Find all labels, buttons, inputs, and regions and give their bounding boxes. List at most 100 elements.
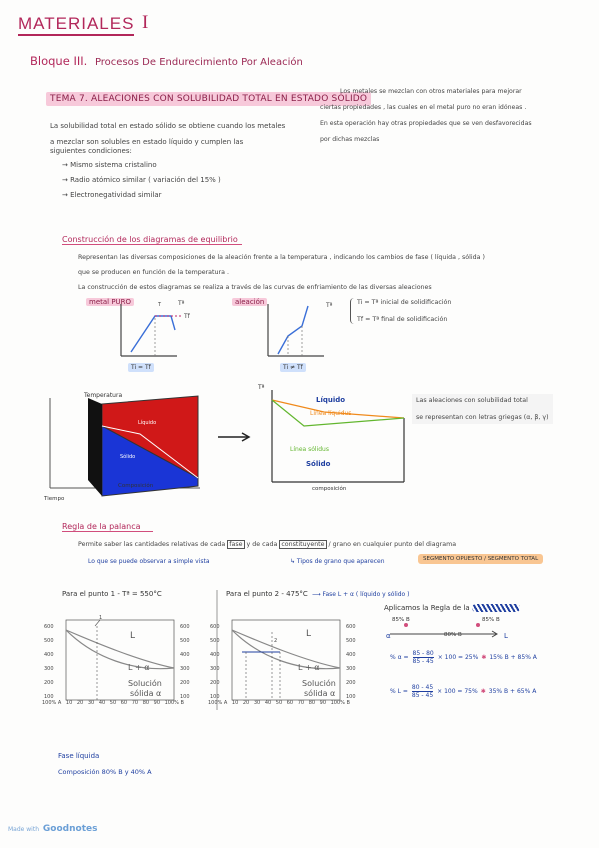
palanca-line: Permite saber las cantidades relativas d…	[78, 540, 457, 549]
ti-tf-definitions: Ti = Tª inicial de solidificación Tf = T…	[350, 298, 451, 324]
svg-text:400: 400	[180, 652, 190, 658]
phase-3d-diagram	[49, 395, 200, 497]
region-solida: sólida α	[130, 688, 161, 698]
divider-line	[216, 590, 218, 710]
phase-diagram-sketch	[271, 390, 405, 483]
intro-line: a mezclar son solubles en estado líquido…	[50, 138, 244, 146]
svg-text:600: 600	[210, 624, 220, 630]
construccion-line: Representan las diversas composiciones d…	[78, 254, 485, 261]
tf-definition: Tf = Tª final de solidificación	[357, 316, 448, 323]
metal-puro-label: metal PURO	[86, 298, 135, 306]
y-tick: 200	[44, 680, 54, 686]
svg-text:L: L	[306, 629, 311, 639]
punto2-title: Para el punto 2 - 475°C ⟶ Fase L + α ( l…	[226, 590, 410, 598]
axis-t-label: Tª	[258, 384, 265, 391]
diagram-solidus-label: Línea sólidus	[290, 446, 329, 453]
intro-text: La solubilidad total en estado sólido se…	[50, 122, 285, 200]
svg-text:300: 300	[210, 666, 220, 672]
svg-text:200: 200	[346, 680, 356, 686]
word-fase: fase	[227, 540, 245, 549]
svg-text:sólida α: sólida α	[304, 688, 335, 698]
title-text: MATERIALES	[18, 14, 135, 36]
y-tick: 300	[44, 666, 54, 672]
side-note: Los metales se mezclan con otros materia…	[320, 88, 532, 144]
pure-t-label: Tª	[178, 300, 185, 307]
segmento-box: SEGMENTO OPUESTO / SEGMENTO TOTAL	[418, 554, 544, 564]
diagram-liquido-label: Líquido	[316, 396, 346, 404]
greek-letters-note: Las aleaciones con solubilidad total se …	[412, 394, 553, 424]
simple-view-note: Lo que se puede observar a simple vista	[88, 558, 210, 565]
lever-segment	[390, 623, 498, 638]
svg-text:400: 400	[210, 652, 220, 658]
side-note-line: Los metales se mezclan con otros materia…	[340, 88, 522, 95]
aplicamos-title: Aplicamos la Regla de la	[384, 604, 520, 612]
word-constituyente: constituyente	[279, 540, 327, 549]
label-tiempo: Tiempo	[44, 496, 65, 502]
seg-L-label: L	[504, 632, 508, 640]
seg-mid-label: 80% B	[444, 632, 462, 638]
svg-text:100: 100	[346, 694, 356, 700]
goodnotes-badge: Made with Goodnotes	[8, 824, 98, 834]
x-axis-labels-1: 100% A 10 20 30 40 50 60 70 80 90 100% B	[42, 700, 184, 706]
intro-line: siguientes condiciones:	[50, 147, 132, 155]
seg-left-label: 85% B	[392, 617, 410, 623]
point-2-label: 2	[274, 638, 277, 644]
svg-text:600: 600	[180, 624, 190, 630]
diagram-liquidus-label: Línea líquidus	[310, 410, 352, 417]
point-1-label: 1	[99, 615, 102, 621]
svg-text:300: 300	[346, 666, 356, 672]
region-L: L	[130, 631, 135, 641]
region-La: L + α	[128, 663, 150, 672]
condition-item: → Electronegatividad similar	[62, 191, 162, 199]
seg-alpha-label: α	[386, 632, 391, 640]
intro-line: La solubilidad total en estado sólido se…	[50, 122, 286, 130]
arrow-icon	[218, 432, 251, 442]
x-axis-labels-2: 100% A 10 20 30 40 50 60 70 80 90 100% B	[208, 700, 350, 706]
pure-t-label-small: T	[158, 302, 162, 308]
svg-text:200: 200	[180, 680, 190, 686]
condition-item: → Mismo sistema cristalino	[62, 161, 157, 169]
svg-text:500: 500	[210, 638, 220, 644]
y-tick: 100	[44, 694, 54, 700]
seg-right-label: 85% B	[482, 617, 500, 623]
svg-text:Solución: Solución	[302, 678, 336, 688]
construccion-line: La construcción de estos diagramas se re…	[78, 284, 432, 291]
label-temperatura: Temperatura	[84, 392, 123, 399]
tema-title: TEMA 7. ALEACIONES CON SOLUBILIDAD TOTAL…	[46, 92, 372, 106]
label-composicion-3d: Composición	[118, 483, 154, 489]
bloque-title: Procesos De Endurecimiento Por Aleación	[94, 57, 303, 68]
diagram-composicion-label: composición	[312, 486, 347, 492]
phase-diagram-2: 600 500 400 300 200 100 2 L L + α Soluci…	[210, 619, 356, 701]
calc-L: % L = 80 - 45 85 - 45 × 100 = 75% ✱ 35% …	[390, 684, 537, 699]
bloque-label: Bloque III.	[30, 54, 88, 68]
condition-item: → Radio atómico similar ( variación del …	[62, 176, 221, 184]
side-note-line: por dichas mezclas	[320, 136, 380, 143]
cooling-curve-pure	[120, 304, 181, 357]
region-solucion: Solución	[128, 678, 162, 688]
svg-text:100: 100	[210, 694, 220, 700]
fase-liquida: Fase líquida	[58, 752, 100, 760]
punto1-title: Para el punto 1 - Tª = 550°C	[62, 590, 162, 598]
alloy-t-label: Tª	[326, 302, 333, 309]
svg-text:400: 400	[346, 652, 356, 658]
ti-definition: Ti = Tª inicial de solidificación	[357, 299, 452, 306]
construccion-line: que se producen en función de la tempera…	[78, 269, 229, 276]
pure-tf-label: Tf	[184, 313, 190, 320]
svg-text:200: 200	[210, 680, 220, 686]
tema-heading: TEMA 7. ALEACIONES CON SOLUBILIDAD TOTAL…	[46, 86, 372, 106]
diagram-solido-label: Sólido	[306, 460, 331, 468]
svg-text:300: 300	[180, 666, 190, 672]
grain-type-note: ↳ Tipos de grano que aparecen	[290, 558, 385, 565]
title-numeral: I	[142, 12, 149, 33]
phase-diagram-1: 600 500 400 300 200 100 1 L L + α Soluci…	[44, 615, 190, 701]
construccion-heading: Construcción de los diagramas de equilib…	[62, 235, 242, 245]
svg-text:500: 500	[346, 638, 356, 644]
label-liquido-3d: Líquido	[138, 420, 157, 426]
page-title: MATERIALES	[18, 14, 135, 36]
bloque-heading: Bloque III. Procesos De Endurecimiento P…	[30, 54, 303, 68]
side-note-line: ciertas propiedades , las cuales en el m…	[320, 104, 527, 111]
pure-eq-label: Ti = Tf	[128, 363, 154, 372]
y-tick: 400	[44, 652, 54, 658]
alloy-neq-label: Ti ≠ Tf	[280, 363, 306, 372]
side-note-line: En esta operación hay otras propiedades …	[320, 120, 532, 127]
